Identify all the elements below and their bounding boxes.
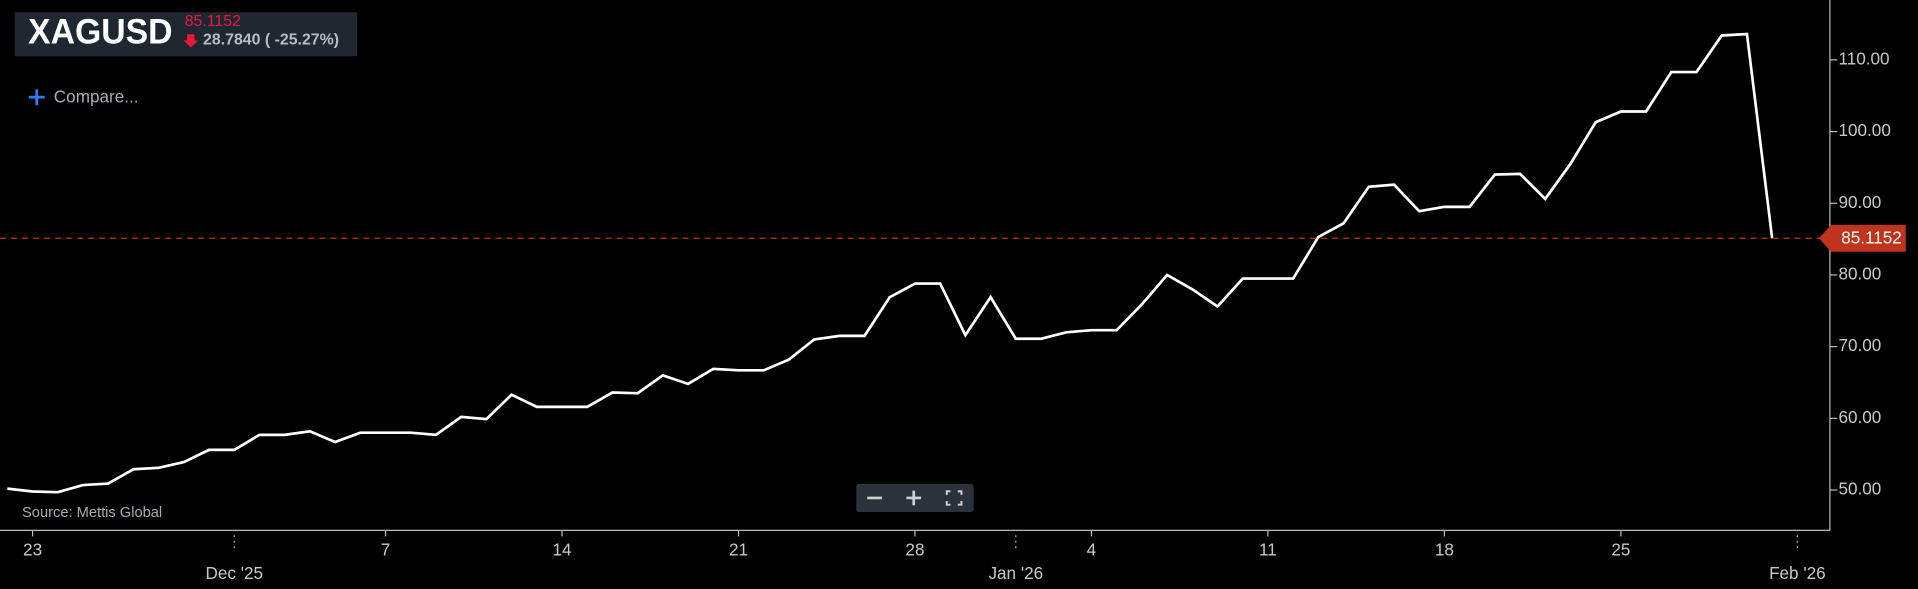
y-tick-label: 50.00	[1838, 480, 1881, 499]
header: XAGUSD 85.1152 28.7840 ( -25.27%)	[14, 12, 358, 57]
x-tick-label: 14	[552, 541, 572, 560]
month-tick-label: Jan '26	[988, 564, 1043, 583]
price-line	[7, 32, 1774, 494]
source: Source: Mettis Global	[22, 505, 162, 521]
compare-button[interactable]: Compare...	[28, 87, 139, 106]
last-price-badge	[1818, 224, 1906, 252]
x-tick-label: 4	[1087, 541, 1097, 560]
x-tick-label: 18	[1435, 541, 1454, 560]
zoom-controls	[856, 483, 974, 513]
x-tick-label: 25	[1611, 541, 1630, 560]
x-tick-label: 28	[905, 541, 924, 560]
x-tick-label: 7	[381, 541, 391, 560]
header-box	[14, 12, 358, 57]
change-pct: ( -25.27%)	[265, 32, 339, 49]
price: 85.1152	[185, 13, 241, 30]
y-tick-label: 110.00	[1838, 49, 1889, 68]
down-arrow	[183, 34, 199, 48]
zoom-in[interactable]	[906, 490, 922, 506]
y-tick-label: 90.00	[1838, 193, 1881, 212]
plus-icon	[28, 89, 45, 106]
change-value: 28.7840	[203, 32, 261, 49]
plot	[0, 32, 1830, 494]
x-tick-label: 11	[1259, 541, 1277, 560]
symbol: XAGUSD	[28, 12, 172, 52]
last-price-label: 85.1152	[1841, 228, 1902, 247]
y-tick-label: 70.00	[1838, 336, 1881, 355]
compare-label[interactable]: Compare...	[54, 87, 139, 106]
y-tick-label: 60.00	[1838, 408, 1881, 427]
x-tick-label: 23	[23, 541, 42, 560]
fullscreen[interactable]	[945, 490, 963, 506]
y-tick-label: 80.00	[1838, 264, 1881, 283]
month-tick-label: Dec '25	[205, 564, 263, 583]
change: 28.7840 ( -25.27%)	[203, 32, 339, 49]
x-tick-label: 21	[729, 541, 748, 560]
month-tick-label: Feb '26	[1769, 564, 1826, 583]
y-tick-label: 100.00	[1838, 121, 1890, 140]
